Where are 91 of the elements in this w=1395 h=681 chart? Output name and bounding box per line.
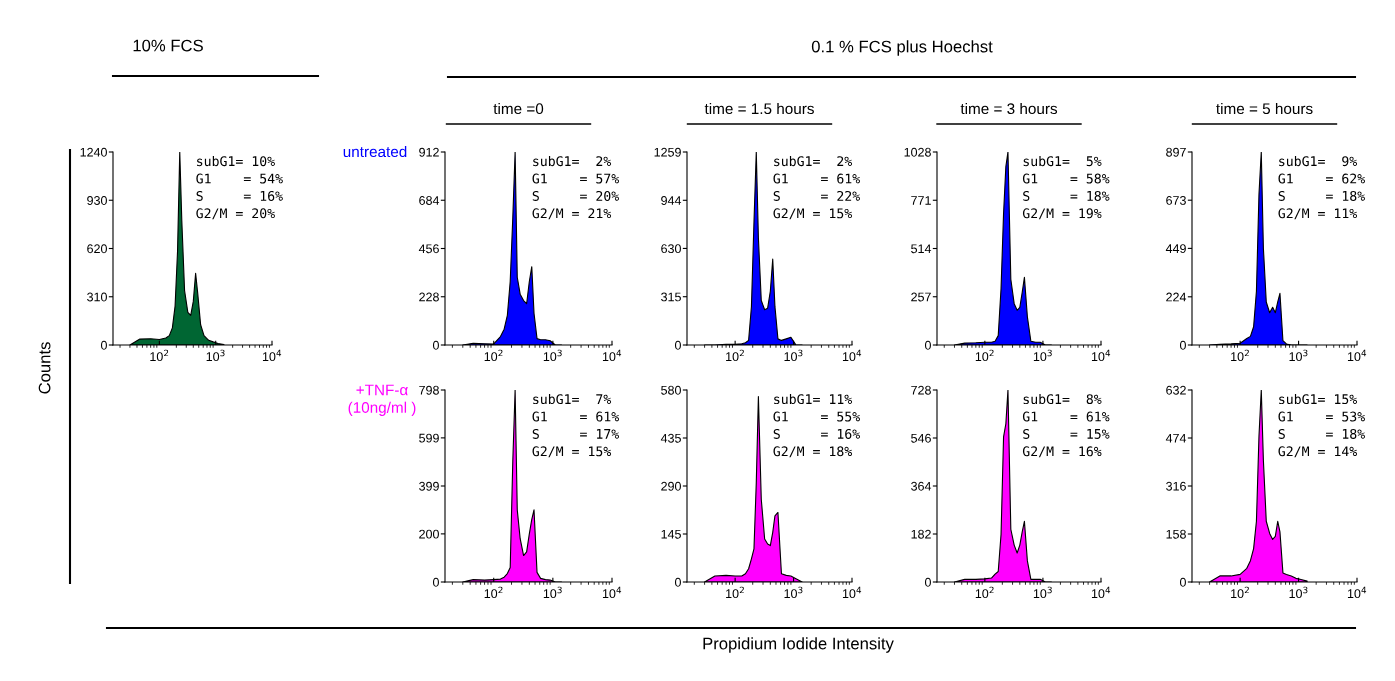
text: 0.1 % FCS plus Hoechst (811, 40, 993, 56)
x-tick-label: 10$^{4}$ (262, 349, 282, 362)
annotation: subG1= 5% G1 = 58% S = 18% G2/M = 19% (1022, 155, 1110, 220)
y-tick-label: 200 (419, 529, 439, 539)
y-tick-label: 514 (911, 244, 932, 254)
x-tick-label: 10$^{3}$ (784, 349, 803, 362)
y-tick-label: 630 (661, 244, 681, 254)
annotation: subG1= 2% G1 = 61% S = 22% G2/M = 15% (773, 155, 860, 220)
y-tick-label: 0 (1179, 577, 1186, 587)
y-tick-label: 399 (419, 481, 439, 491)
y-tick-label: 182 (911, 529, 931, 539)
y-tick-label: 620 (87, 244, 107, 254)
y-axis-title: Counts (38, 342, 51, 394)
annotation: subG1= 9% G1 = 62% S = 18% G2/M = 11% (1278, 155, 1365, 220)
y-tick-label: 0 (100, 340, 107, 350)
y-tick-label: 684 (419, 196, 440, 205)
chart-title: time = 5 hours (1216, 102, 1313, 115)
x-tick-label: 10$^{3}$ (543, 586, 562, 599)
annotation: subG1= 8% G1 = 61% S = 15% G2/M = 16% (1022, 393, 1110, 458)
y-tick-label: 290 (661, 481, 681, 491)
annotation: subG1= 11% G1 = 55% S = 16% G2/M = 18% (773, 393, 860, 458)
x-tick-label: 10$^{4}$ (842, 349, 862, 362)
x-tick-label: 10$^{3}$ (784, 586, 803, 599)
chart-title: 10% FCS (133, 39, 203, 52)
annotation: subG1= 15% G1 = 53% S = 18% G2/M = 14% (1278, 393, 1365, 458)
text: untreated (343, 145, 407, 158)
y-tick-label: 364 (911, 481, 932, 491)
y-tick-label: 599 (419, 433, 439, 443)
x-tick-label: 10$^{4}$ (602, 586, 622, 599)
y-tick-label: 0 (1179, 340, 1186, 350)
x-tick-label: 10$^{3}$ (1033, 586, 1052, 599)
y-tick-label: 0 (432, 577, 439, 587)
y-tick-label: 145 (661, 529, 681, 539)
y-tick-label: 930 (87, 196, 107, 205)
y-tick-label: 456 (418, 244, 439, 254)
y-tick-label: 158 (1166, 529, 1186, 539)
y-tick-label: 449 (1165, 244, 1186, 254)
x-tick-label: 10$^{3}$ (206, 349, 225, 362)
y-tick-label: 728 (911, 385, 931, 395)
y-tick-label: 257 (911, 292, 931, 302)
text: +TNF-α (10ng/ml ) (348, 384, 416, 416)
y-tick-label: 315 (661, 292, 681, 302)
annotation: subG1= 10% G1 = 54% S = 16% G2/M = 20% (196, 155, 283, 220)
y-tick-label: 474 (1165, 433, 1187, 443)
y-tick-label: 632 (1166, 385, 1186, 395)
x-tick-label: 10$^{2}$ (484, 586, 503, 599)
x-tick-label: 10$^{2}$ (150, 349, 169, 362)
x-tick-label: 10$^{2}$ (1231, 349, 1249, 362)
x-tick-label: 10$^{4}$ (1091, 349, 1111, 362)
x-tick-label: 10$^{3}$ (1289, 349, 1308, 362)
y-tick-label: 228 (419, 292, 439, 302)
y-tick-label: 1240 (80, 147, 107, 157)
chart-title: time = 1.5 hours (704, 102, 814, 115)
y-tick-label: 316 (1166, 481, 1186, 491)
y-tick-label: 0 (432, 340, 439, 350)
x-tick-label: 10$^{2}$ (975, 586, 994, 599)
y-tick-label: 0 (674, 577, 681, 587)
x-tick-label: 10$^{4}$ (842, 586, 862, 599)
y-tick-label: 435 (660, 433, 681, 443)
annotation: subG1= 7% G1 = 61% S = 17% G2/M = 15% (532, 393, 620, 458)
x-tick-label: 10$^{4}$ (1347, 586, 1367, 599)
x-tick-label: 10$^{2}$ (484, 349, 503, 362)
y-tick-label: 798 (419, 385, 439, 395)
y-tick-label: 673 (1166, 196, 1186, 205)
y-tick-label: 224 (1166, 292, 1187, 302)
x-tick-label: 10$^{4}$ (1091, 586, 1111, 599)
y-tick-label: 912 (419, 147, 439, 157)
chart-title: time =0 (493, 102, 544, 115)
y-tick-label: 310 (87, 292, 107, 302)
x-tick-label: 10$^{4}$ (602, 349, 622, 362)
y-tick-label: 580 (661, 385, 681, 395)
y-tick-label: 944 (661, 196, 682, 205)
x-tick-label: 10$^{3}$ (1033, 349, 1052, 362)
x-tick-label: 10$^{2}$ (726, 586, 744, 599)
y-tick-label: 771 (911, 196, 931, 205)
x-tick-label: 10$^{2}$ (975, 349, 994, 362)
y-tick-label: 546 (911, 433, 931, 443)
y-tick-label: 897 (1166, 147, 1186, 157)
y-tick-label: 1028 (904, 147, 931, 157)
text: Propidium Iodide Intensity (703, 637, 894, 653)
y-tick-label: 1259 (654, 147, 681, 157)
x-tick-label: 10$^{3}$ (543, 349, 562, 362)
x-tick-label: 10$^{3}$ (1289, 586, 1308, 599)
annotation: subG1= 2% G1 = 57% S = 20% G2/M = 21% (532, 155, 620, 220)
chart-title: time = 3 hours (960, 102, 1058, 115)
x-tick-label: 10$^{4}$ (1347, 349, 1367, 362)
x-tick-label: 10$^{2}$ (726, 349, 744, 362)
y-tick-label: 0 (674, 340, 681, 350)
x-tick-label: 10$^{2}$ (1231, 586, 1249, 599)
y-tick-label: 0 (924, 577, 931, 587)
y-tick-label: 0 (924, 340, 931, 350)
